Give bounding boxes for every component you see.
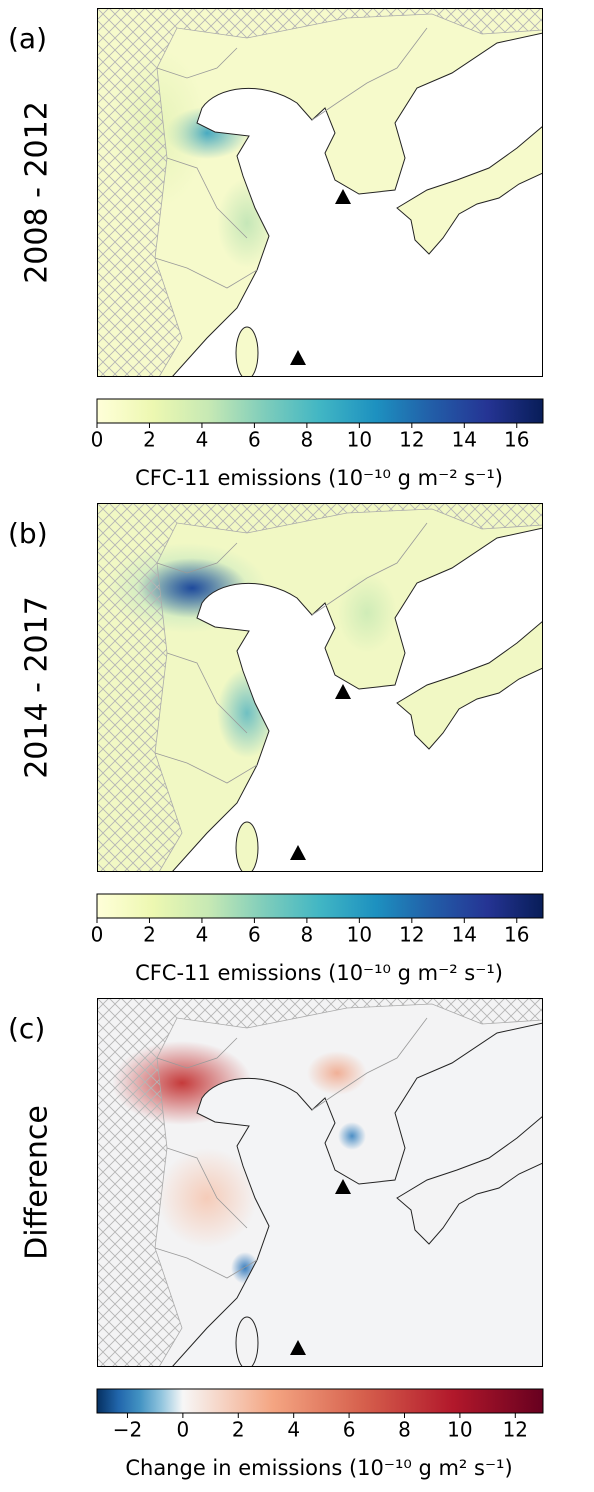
colorbar-tick-label: 0 xyxy=(177,1418,190,1442)
colorbar-tick-label: 2 xyxy=(232,1418,245,1442)
colorbar-tick-label: 12 xyxy=(503,1418,528,1442)
colorbar-tick-label: 8 xyxy=(398,1418,411,1442)
colorbar xyxy=(97,894,543,918)
colorbar-tick-label: 2 xyxy=(143,923,156,947)
colorbar-tick-label: 12 xyxy=(399,923,424,947)
colorbar-tick-label: 4 xyxy=(196,923,209,947)
colorbar-tick-label: 8 xyxy=(301,428,314,452)
colorbar-label: CFC-11 emissions (10⁻¹⁰ g m⁻² s⁻¹) xyxy=(135,466,503,490)
colorbar-tick-label: −2 xyxy=(113,1418,142,1442)
panel-label: (b) xyxy=(8,517,48,550)
colorbar-label: Change in emissions (10⁻¹⁰ g m² s⁻¹) xyxy=(125,1456,512,1480)
colorbar-tick-label: 4 xyxy=(287,1418,300,1442)
colorbar-tick-label: 12 xyxy=(399,428,424,452)
colorbar-tick-label: 0 xyxy=(91,923,104,947)
map xyxy=(97,998,543,1369)
colorbar-tick-label: 6 xyxy=(343,1418,356,1442)
row-label: 2014 - 2017 xyxy=(20,596,55,779)
colorbar-tick-label: 10 xyxy=(347,428,372,452)
panel-label: (c) xyxy=(8,1012,45,1045)
colorbar xyxy=(97,1389,543,1413)
colorbar-tick-label: 0 xyxy=(91,428,104,452)
taiwan xyxy=(236,1317,258,1369)
emission-field xyxy=(337,573,397,653)
row-label: Difference xyxy=(20,1105,55,1260)
taiwan xyxy=(236,822,258,874)
row-label: 2008 - 2012 xyxy=(20,101,55,284)
colorbar-tick-label: 2 xyxy=(143,428,156,452)
colorbar-tick-label: 8 xyxy=(301,923,314,947)
colorbar-tick-label: 6 xyxy=(248,428,261,452)
colorbar-tick-label: 16 xyxy=(504,428,529,452)
colorbar-tick-label: 14 xyxy=(452,428,477,452)
panel-label: (a) xyxy=(8,22,47,55)
map xyxy=(97,8,543,379)
colorbar-tick-label: 10 xyxy=(347,923,372,947)
colorbar-tick-label: 16 xyxy=(504,923,529,947)
taiwan xyxy=(236,327,258,379)
colorbar-label: CFC-11 emissions (10⁻¹⁰ g m⁻² s⁻¹) xyxy=(135,961,503,985)
emission-field xyxy=(338,1122,366,1150)
map xyxy=(97,503,543,874)
colorbar xyxy=(97,399,543,423)
figure: (a)2008 - 20120246810121416CFC-11 emissi… xyxy=(0,0,594,1488)
colorbar-tick-label: 6 xyxy=(248,923,261,947)
colorbar-tick-label: 10 xyxy=(447,1418,472,1442)
colorbar-tick-label: 4 xyxy=(196,428,209,452)
colorbar-tick-label: 14 xyxy=(452,923,477,947)
emission-field xyxy=(307,1051,367,1095)
